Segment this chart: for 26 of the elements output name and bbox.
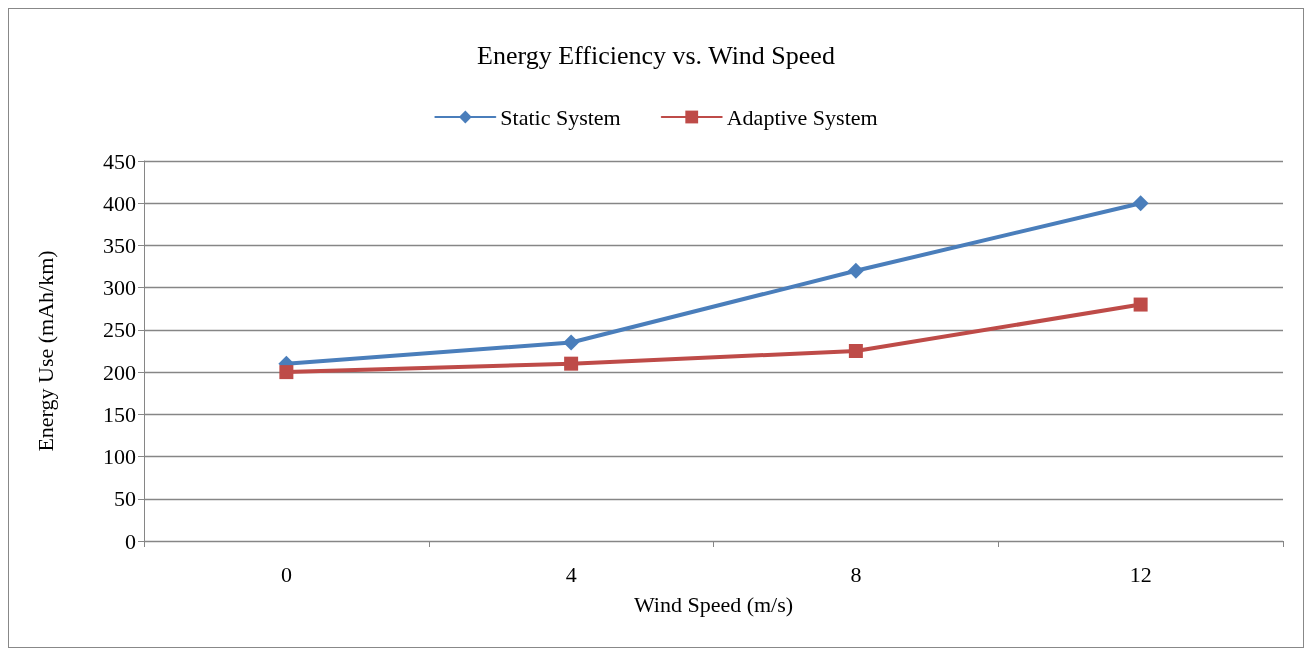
y-tick-label: 200 [103, 359, 136, 385]
y-tick-label: 250 [103, 317, 136, 343]
x-tick-label: 4 [565, 561, 577, 587]
y-tick-label: 100 [103, 444, 136, 470]
x-axis-title: Wind Speed (m/s) [633, 591, 794, 617]
x-tick-label: 0 [280, 561, 292, 587]
y-tick-label: 400 [103, 190, 136, 216]
y-tick-label: 450 [103, 148, 136, 174]
point [1132, 195, 1149, 212]
y-tick-label: 350 [103, 232, 136, 258]
y-tick-label: 300 [103, 275, 136, 301]
point [1133, 297, 1148, 312]
x-tick-label: 8 [850, 561, 862, 587]
y-tick-label: 0 [125, 528, 136, 554]
y-tick-label: 50 [114, 486, 136, 512]
legend-label: Static System [500, 104, 621, 130]
x-tick-label: 12 [1129, 561, 1152, 587]
y-tick-label: 150 [103, 401, 136, 427]
point [564, 356, 579, 371]
chart-title: Energy Efficiency vs. Wind Speed [477, 40, 835, 70]
y-axis-title: Energy Use (mAh/km) [32, 250, 58, 452]
point [563, 334, 580, 351]
point [279, 365, 294, 380]
point [848, 344, 863, 358]
point [847, 262, 864, 279]
legend-label: Adaptive System [726, 104, 878, 130]
